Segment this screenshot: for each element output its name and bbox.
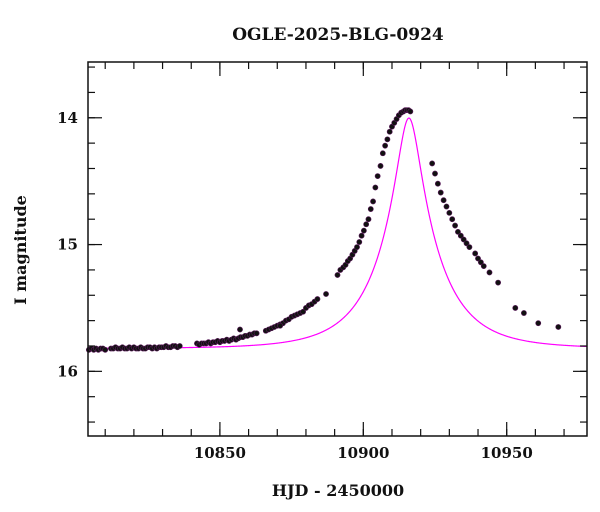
model-layer xyxy=(88,117,588,349)
data-point xyxy=(237,326,243,333)
data-point xyxy=(452,222,458,229)
x-axis-label: HJD - 2450000 xyxy=(272,481,404,500)
data-points xyxy=(85,107,562,353)
model-curve xyxy=(88,117,588,349)
data-point xyxy=(457,232,464,239)
data-point xyxy=(434,180,441,187)
data-point xyxy=(176,343,183,349)
data-point xyxy=(277,322,284,329)
data-point xyxy=(429,160,436,167)
data-point xyxy=(358,232,365,239)
data-point xyxy=(377,163,384,169)
data-point xyxy=(432,170,438,177)
data-point xyxy=(555,324,562,330)
data-point xyxy=(253,330,260,337)
data-point xyxy=(486,269,493,276)
data-point xyxy=(535,320,542,327)
data-point xyxy=(463,240,470,247)
x-tick-label: 10950 xyxy=(481,444,533,462)
data-point xyxy=(372,184,379,191)
data-point xyxy=(363,221,370,228)
plot-frame xyxy=(87,61,588,437)
data-point xyxy=(367,206,374,212)
y-tick-label: 16 xyxy=(57,362,78,380)
data-point xyxy=(449,216,456,223)
x-tick-label: 10900 xyxy=(337,444,389,462)
data-point xyxy=(480,263,487,270)
data-point xyxy=(477,259,484,266)
y-tick-label: 14 xyxy=(57,109,78,127)
data-point xyxy=(440,197,447,204)
data-point xyxy=(379,150,386,157)
data-point xyxy=(386,128,393,135)
tick-labels: 10850 10900 10950 14 15 16 xyxy=(57,109,533,462)
plot-area: 10850 10900 10950 14 15 16 xyxy=(57,61,588,462)
data-point xyxy=(446,209,453,216)
data-point xyxy=(300,308,306,315)
data-point xyxy=(374,173,381,179)
data-point xyxy=(466,244,473,250)
axis-ticks xyxy=(88,62,587,436)
data-point xyxy=(365,216,372,223)
data-point xyxy=(472,250,479,257)
data-point xyxy=(460,236,467,243)
data-point xyxy=(495,279,501,286)
data-point xyxy=(521,310,527,316)
data-point xyxy=(382,142,389,149)
data-point xyxy=(437,189,444,196)
data-point xyxy=(356,239,363,245)
data-point xyxy=(384,136,391,143)
y-axis-label: I magnitude xyxy=(11,195,30,305)
data-point xyxy=(323,291,329,297)
data-point xyxy=(407,108,414,115)
data-point xyxy=(370,198,376,205)
data-point xyxy=(455,228,461,235)
data-point xyxy=(475,255,481,262)
data-point xyxy=(314,296,321,302)
x-tick-label: 10850 xyxy=(194,444,246,462)
data-point xyxy=(512,305,519,311)
data-point xyxy=(334,272,341,278)
data-point xyxy=(443,203,450,210)
data-point xyxy=(354,244,360,250)
data-point xyxy=(360,227,367,234)
y-tick-label: 15 xyxy=(57,236,78,254)
data-point xyxy=(102,346,109,353)
chart-title: OGLE-2025-BLG-0924 xyxy=(232,25,444,45)
